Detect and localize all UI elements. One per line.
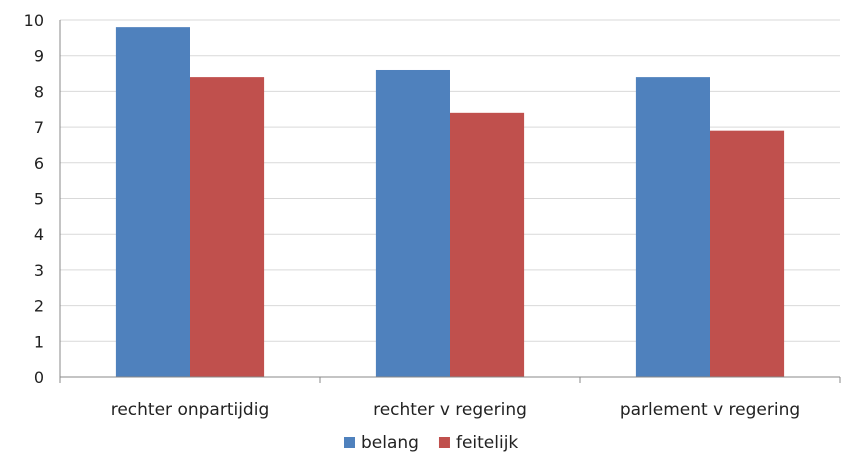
y-tick-label: 8 [34,82,44,101]
legend-label-feitelijk: feitelijk [456,433,518,453]
legend-swatch-belang [344,437,355,448]
y-tick-label: 9 [34,47,44,66]
y-tick-label: 2 [34,297,44,316]
x-category-label: rechter v regering [373,400,527,420]
bar-belang-2 [635,77,710,378]
y-tick-label: 1 [34,332,44,351]
legend: belang feitelijk [344,433,518,453]
x-category-label: rechter onpartijdig [111,400,270,420]
y-tick-label: 10 [24,11,44,30]
y-tick-label: 5 [34,190,44,209]
y-tick-label: 7 [34,118,44,137]
bar-belang-1 [375,69,450,377]
y-tick-label: 0 [34,368,44,387]
y-tick-label: 6 [34,154,44,173]
bar-belang-0 [115,27,190,377]
y-tick-label: 4 [34,225,44,244]
axes [59,20,841,383]
bar-feitelijk-2 [710,130,785,377]
x-axis-category-labels: rechter onpartijdig rechter v regering par… [111,400,800,420]
x-category-label: parlement v regering [620,400,800,420]
y-tick-label: 3 [34,261,44,280]
legend-swatch-feitelijk [438,437,450,448]
legend-label-belang: belang [361,433,419,453]
bar-feitelijk-1 [450,112,525,377]
bars [115,27,785,378]
bar-feitelijk-0 [190,77,265,378]
y-axis-tick-labels: 0 1 2 3 4 5 6 7 8 9 10 [24,11,44,387]
